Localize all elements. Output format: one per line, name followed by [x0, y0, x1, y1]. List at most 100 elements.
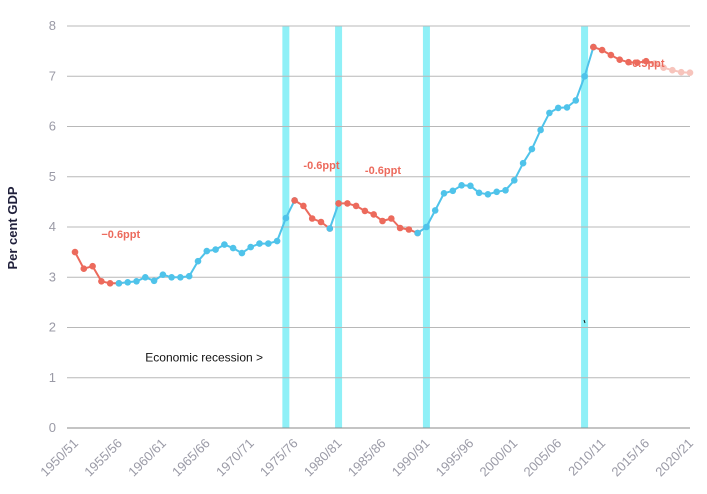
data-point	[651, 60, 659, 67]
y-tick-label: 6	[49, 119, 56, 134]
data-point	[185, 272, 193, 280]
data-point	[554, 104, 562, 112]
data-point	[458, 182, 465, 189]
annotations: −0.6ppt -0.6ppt -0.6ppt -0.5ppt Economic rec…	[101, 58, 665, 364]
x-tick-label: 2015/16	[608, 436, 652, 480]
data-point	[142, 274, 149, 281]
data-point	[203, 247, 211, 255]
data-point	[194, 257, 202, 265]
data-point	[660, 64, 667, 71]
data-point	[177, 274, 184, 281]
y-tick-label: 0	[49, 420, 56, 435]
x-tick-label: 1955/56	[81, 436, 125, 480]
data-point	[598, 46, 606, 54]
x-tick-label: 1985/86	[345, 436, 389, 480]
y-tick-label: 7	[49, 68, 56, 83]
data-point	[89, 262, 96, 270]
data-point	[168, 274, 175, 281]
data-point	[572, 97, 580, 104]
data-point	[229, 244, 237, 252]
data-point	[546, 109, 553, 117]
data-point	[352, 202, 360, 210]
data-point	[405, 226, 413, 233]
data-point	[133, 278, 140, 285]
data-point	[291, 197, 298, 204]
series-points	[71, 43, 694, 287]
data-point	[308, 215, 316, 222]
gridlines	[67, 25, 690, 429]
data-point	[98, 278, 105, 285]
data-point	[563, 104, 571, 111]
change-annotation: −0.6ppt	[101, 229, 140, 241]
data-point	[115, 280, 123, 287]
data-point	[273, 237, 281, 245]
x-tick-labels: 1950/51 1955/56 1960/61 1965/66 1970/71 1975/…	[37, 436, 696, 480]
data-point	[124, 279, 131, 286]
data-point	[221, 241, 228, 248]
data-point	[159, 271, 167, 279]
data-point	[423, 223, 430, 231]
y-tick-label: 4	[49, 219, 56, 234]
x-tick-label: 2005/06	[520, 436, 564, 480]
data-point	[502, 187, 509, 194]
data-point	[677, 68, 685, 76]
data-point	[361, 207, 369, 215]
data-point	[669, 66, 676, 74]
data-point	[326, 225, 334, 232]
data-point	[493, 188, 501, 196]
data-point	[282, 214, 290, 222]
y-tick-label: 1	[49, 370, 56, 385]
data-point	[150, 277, 158, 285]
data-point	[616, 56, 623, 63]
change-annotation: -0.6ppt	[365, 165, 401, 177]
data-point	[686, 69, 694, 76]
series-line-4	[338, 202, 418, 234]
data-point	[247, 243, 254, 251]
y-tick-label: 2	[49, 320, 56, 335]
y-tick-label: 3	[49, 269, 56, 284]
change-annotation: -0.6ppt	[303, 160, 339, 172]
data-point	[607, 51, 615, 59]
x-tick-label: 1995/96	[433, 436, 477, 480]
x-tick-label: 2020/21	[652, 436, 696, 480]
x-tick-label: 1970/71	[213, 436, 257, 480]
data-point	[317, 218, 325, 226]
data-point	[335, 200, 342, 207]
y-tick-label: 5	[49, 169, 56, 184]
data-point	[414, 229, 421, 237]
data-point	[581, 73, 588, 80]
data-point	[511, 177, 518, 184]
data-point	[519, 159, 527, 167]
data-point	[537, 126, 544, 134]
data-point	[449, 187, 457, 195]
x-tick-label: 1950/51	[37, 436, 81, 480]
data-point	[344, 200, 351, 207]
x-tick-label: 1980/81	[301, 436, 345, 480]
x-tick-label: 1965/66	[169, 436, 213, 480]
data-point	[467, 182, 474, 190]
x-tick-label: 2000/01	[477, 436, 521, 480]
series-line-5	[417, 46, 595, 234]
y-tick-labels: 0 1 2 3 4 5 6 7 8	[49, 18, 56, 435]
data-point	[625, 58, 632, 66]
series-line-3	[328, 203, 340, 229]
data-point	[238, 249, 246, 257]
data-point	[106, 280, 114, 287]
data-point	[396, 224, 404, 232]
change-annotation: -0.5ppt	[629, 58, 665, 70]
data-point	[440, 190, 448, 197]
x-tick-label: 1990/91	[389, 436, 433, 480]
data-point	[256, 240, 263, 247]
data-point	[484, 191, 492, 198]
data-point	[71, 248, 79, 256]
data-point	[475, 189, 483, 197]
data-point	[370, 211, 378, 218]
data-point	[212, 246, 219, 253]
x-tick-label: 2010/11	[565, 436, 608, 479]
data-point	[431, 207, 439, 214]
data-point	[379, 217, 386, 225]
data-point	[265, 240, 272, 247]
recession-annotation: Economic recession >	[145, 351, 263, 365]
